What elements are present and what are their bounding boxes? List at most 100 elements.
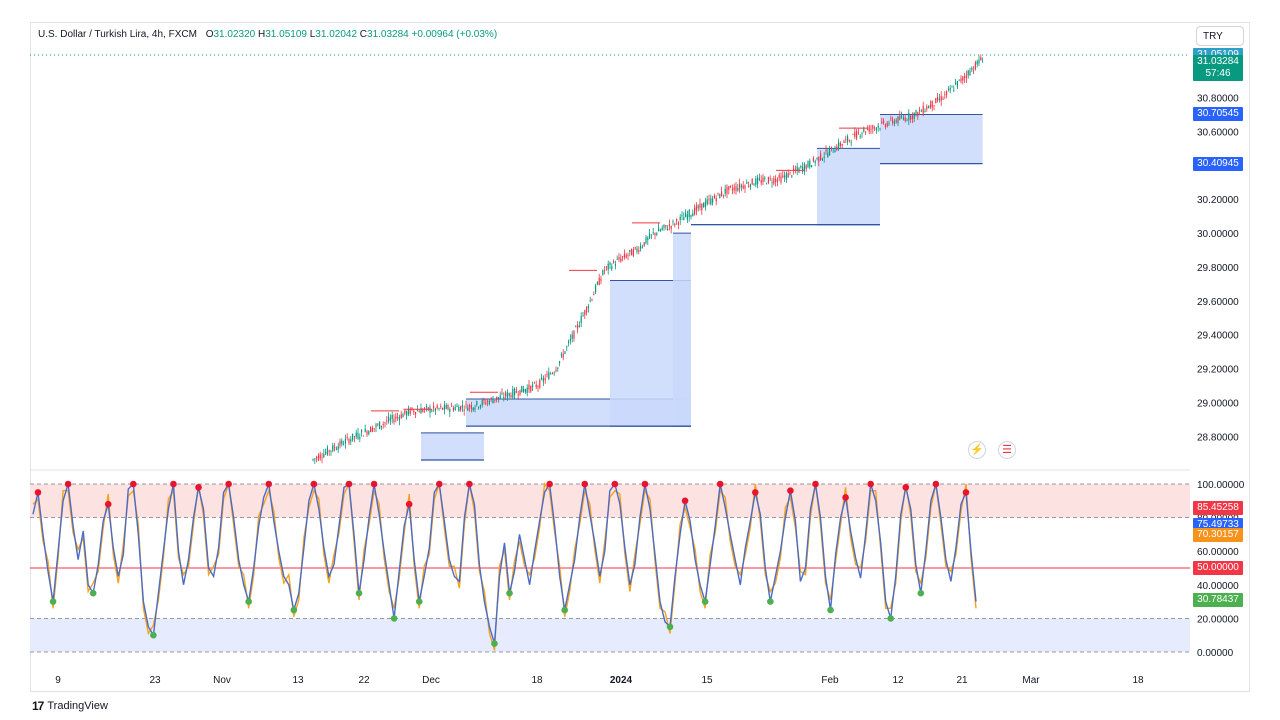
candle-body	[375, 424, 377, 428]
x-tick-label: 12	[892, 675, 904, 686]
candle-body	[816, 157, 818, 159]
low-label: L	[309, 29, 316, 40]
candle-body	[325, 452, 327, 454]
candle-body	[863, 128, 865, 132]
osc-main-line	[32, 481, 977, 644]
candle-body	[461, 405, 463, 408]
osc-trough-dot	[666, 623, 674, 631]
candle-body	[589, 300, 591, 302]
candle-body	[834, 150, 836, 153]
candle-body	[870, 129, 872, 130]
candle-body	[454, 407, 456, 410]
candle-body	[334, 446, 336, 449]
candle-body	[803, 163, 805, 172]
candle-body	[530, 386, 532, 392]
candle-body	[901, 116, 903, 118]
candle-body	[353, 436, 355, 438]
candle-body	[764, 178, 766, 180]
candle-body	[690, 215, 692, 217]
candle-body	[465, 403, 467, 405]
currency-button[interactable]: TRY	[1196, 26, 1244, 46]
candle-body	[944, 94, 946, 96]
candle-body	[397, 417, 399, 418]
candle-body	[553, 372, 555, 374]
candle-body	[526, 387, 528, 393]
chart-header: U.S. Dollar / Turkish Lira, 4h, FXCM O31…	[38, 29, 497, 40]
candle-body	[710, 198, 712, 205]
candle-body	[881, 121, 883, 124]
price-tick-label: 29.60000	[1197, 297, 1239, 308]
candle-body	[614, 263, 616, 266]
candle-body	[613, 260, 615, 263]
candle-body	[812, 157, 814, 162]
candle-body	[708, 199, 710, 201]
close-value: 31.03284	[367, 29, 409, 40]
osc-trough-dot	[290, 606, 298, 614]
candle-body	[721, 191, 723, 196]
candle-body	[737, 187, 739, 191]
candle-body	[805, 165, 807, 169]
candle-body	[924, 110, 926, 112]
candle-body	[904, 117, 906, 121]
candle-body	[377, 424, 379, 426]
candle-body	[346, 437, 348, 438]
candle-body	[514, 388, 516, 396]
x-tick-label: 23	[149, 675, 161, 686]
candle-body	[980, 57, 982, 61]
candle-body	[328, 450, 330, 452]
candle-body	[447, 405, 449, 410]
candle-body	[643, 242, 645, 246]
osc-trough-dot	[245, 598, 252, 605]
candle-body	[559, 361, 561, 364]
candle-body	[416, 409, 418, 411]
candle-body	[649, 233, 651, 239]
candle-body	[818, 156, 820, 162]
candle-body	[964, 76, 966, 78]
candle-body	[357, 432, 359, 439]
candle-body	[402, 414, 404, 418]
candle-body	[362, 435, 364, 437]
candle-body	[668, 224, 670, 226]
candle-body	[487, 400, 489, 402]
osc-trough-dot	[415, 598, 423, 605]
price-tag: 30.70545	[1193, 106, 1243, 121]
candle-body	[560, 354, 562, 356]
candle-body	[902, 117, 904, 120]
x-tick-label: 21	[956, 675, 968, 686]
osc-trough-dot	[887, 615, 895, 622]
candle-body	[677, 222, 679, 225]
candle-body	[609, 262, 611, 266]
candle-body	[434, 408, 436, 412]
candle-body	[865, 131, 867, 133]
candle-body	[663, 224, 665, 228]
us-flag-icon[interactable]: ☰	[998, 441, 1016, 459]
candle-body	[938, 98, 940, 100]
candle-body	[823, 156, 825, 158]
candle-body	[978, 59, 980, 64]
candle-body	[640, 245, 642, 249]
candle-body	[595, 285, 597, 292]
price-tick-label: 30.20000	[1197, 195, 1239, 206]
candle-body	[967, 70, 969, 76]
candle-body	[757, 177, 759, 185]
candle-body	[575, 326, 577, 328]
candle-body	[422, 409, 424, 412]
lightning-icon[interactable]: ⚡	[968, 441, 986, 459]
brand[interactable]: 17 TradingView	[32, 699, 108, 713]
candle-body	[483, 399, 485, 401]
candle-body	[528, 384, 530, 390]
candle-body	[580, 316, 582, 323]
candle-body	[847, 136, 849, 142]
candle-body	[451, 405, 453, 407]
candle-body	[953, 89, 955, 91]
osc-trough-dot	[49, 598, 57, 605]
candle-body	[337, 446, 339, 450]
candle-body	[647, 237, 649, 241]
candle-body	[749, 184, 751, 188]
candle-body	[895, 120, 897, 123]
candle-body	[674, 223, 676, 226]
candle-body	[479, 405, 481, 408]
price-tick-label: 28.80000	[1197, 432, 1239, 443]
candle-body	[861, 132, 863, 134]
